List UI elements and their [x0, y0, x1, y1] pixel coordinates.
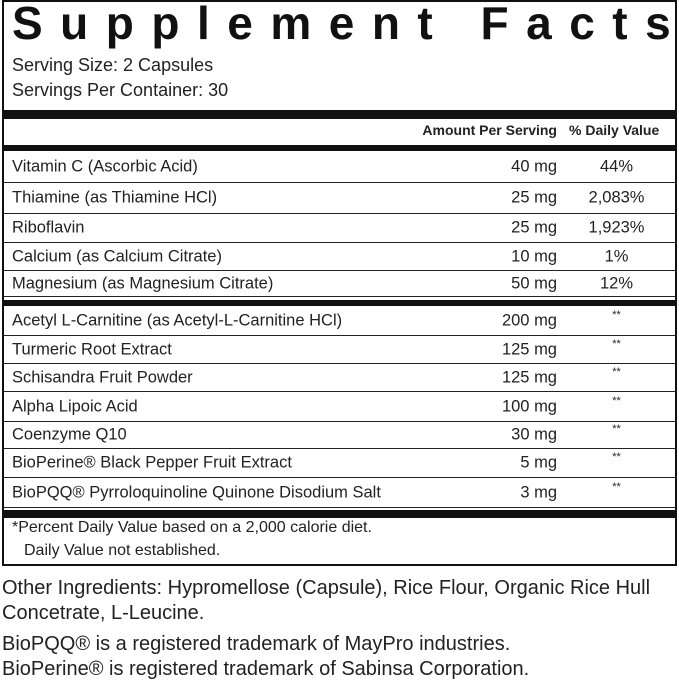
nutrient-name: Vitamin C (Ascorbic Acid) [12, 157, 198, 175]
nutrient-amount: 25 mg [511, 218, 557, 237]
trademark-biopqq: BioPQQ® is a registered trademark of May… [2, 633, 511, 655]
header-dv: % Daily Value [569, 122, 660, 138]
nutrient-row: BioPQQ® Pyrroloquinoline Quinone Disodiu… [4, 478, 675, 508]
nutrient-daily-value: ** [612, 394, 621, 407]
trademark-bioperine: BioPerine® is registered trademark of Sa… [2, 658, 530, 680]
nutrient-name: Turmeric Root Extract [12, 340, 172, 358]
nutrient-amount: 25 mg [511, 188, 557, 207]
serving-size: Serving Size: 2 Capsules [12, 55, 214, 75]
divider [4, 300, 675, 306]
nutrient-name: Magnesium (as Magnesium Citrate) [12, 274, 274, 292]
nutrient-row: Alpha Lipoic Acid 100 mg ** [4, 393, 675, 422]
footnote-percent: *Percent Daily Value based on a 2,000 ca… [12, 519, 372, 536]
nutrient-amount: 200 mg [501, 311, 557, 329]
nutrient-row: Riboflavin 25 mg 1,923% [4, 214, 675, 243]
nutrient-daily-value: ** [612, 365, 621, 378]
nutrient-amount: 5 mg [520, 453, 557, 472]
nutrient-row: Schisandra Fruit Powder 125 mg ** [4, 364, 675, 392]
nutrient-daily-value: ** [612, 337, 621, 350]
nutrient-row: BioPerine® Black Pepper Fruit Extract 5 m… [4, 450, 675, 478]
nutrient-daily-value: 12% [599, 274, 634, 292]
nutrient-row: Magnesium (as Magnesium Citrate) 50 mg 12% [4, 271, 675, 297]
nutrient-daily-value: 1% [604, 247, 629, 265]
nutrient-name: Coenzyme Q10 [12, 425, 127, 444]
nutrient-daily-value: 44% [599, 157, 634, 175]
footnote-not-established: Daily Value not established. [24, 542, 221, 559]
other-ingredients: Other Ingredients: Hypromellose (Capsule… [2, 577, 651, 624]
nutrient-daily-value: ** [612, 451, 621, 463]
nutrient-amount: 3 mg [520, 483, 557, 501]
nutrient-daily-value: ** [612, 480, 621, 493]
nutrient-name: Calcium (as Calcium Citrate) [12, 247, 222, 265]
divider [4, 145, 675, 151]
nutrient-name: Acetyl L-Carnitine (as Acetyl-L-Carnitin… [12, 311, 343, 329]
divider [4, 510, 675, 518]
nutrient-name: Thiamine (as Thiamine HCl) [12, 188, 218, 207]
servings-per-container: Servings Per Container: 30 [12, 80, 229, 100]
nutrient-name: BioPQQ® Pyrroloquinoline Quinone Disodiu… [12, 483, 381, 501]
nutrient-daily-value: 2,083% [588, 188, 645, 207]
nutrient-row: Turmeric Root Extract 125 mg ** [4, 337, 675, 364]
nutrient-name: Alpha Lipoic Acid [12, 397, 138, 415]
nutrient-row: Coenzyme Q10 30 mg ** [4, 422, 675, 449]
nutrient-row: Thiamine (as Thiamine HCl) 25 mg 2,083% [4, 184, 675, 214]
nutrient-amount: 10 mg [511, 247, 557, 265]
nutrient-amount: 125 mg [501, 340, 557, 358]
label-title: Supplement Facts [12, 0, 679, 49]
nutrient-name: Riboflavin [12, 218, 85, 237]
header-amount: Amount Per Serving [422, 122, 557, 138]
divider [4, 110, 675, 119]
nutrient-name: Schisandra Fruit Powder [12, 368, 193, 386]
nutrient-amount: 40 mg [511, 157, 557, 175]
nutrient-row: Calcium (as Calcium Citrate) 10 mg 1% [4, 244, 675, 271]
nutrient-daily-value: ** [612, 308, 621, 321]
nutrient-amount: 30 mg [511, 425, 557, 444]
nutrient-daily-value: ** [612, 423, 621, 435]
nutrient-amount: 125 mg [501, 368, 557, 386]
nutrient-name: BioPerine® Black Pepper Fruit Extract [12, 453, 292, 472]
nutrient-row: Vitamin C (Ascorbic Acid) 40 mg 44% [4, 151, 675, 183]
supplement-facts-label: Supplement Facts Serving Size: 2 Capsule… [2, 0, 677, 566]
nutrient-amount: 50 mg [511, 274, 557, 292]
nutrient-row: Acetyl L-Carnitine (as Acetyl-L-Carnitin… [4, 306, 675, 336]
nutrient-daily-value: 1,923% [588, 218, 645, 237]
nutrient-amount: 100 mg [501, 397, 557, 415]
